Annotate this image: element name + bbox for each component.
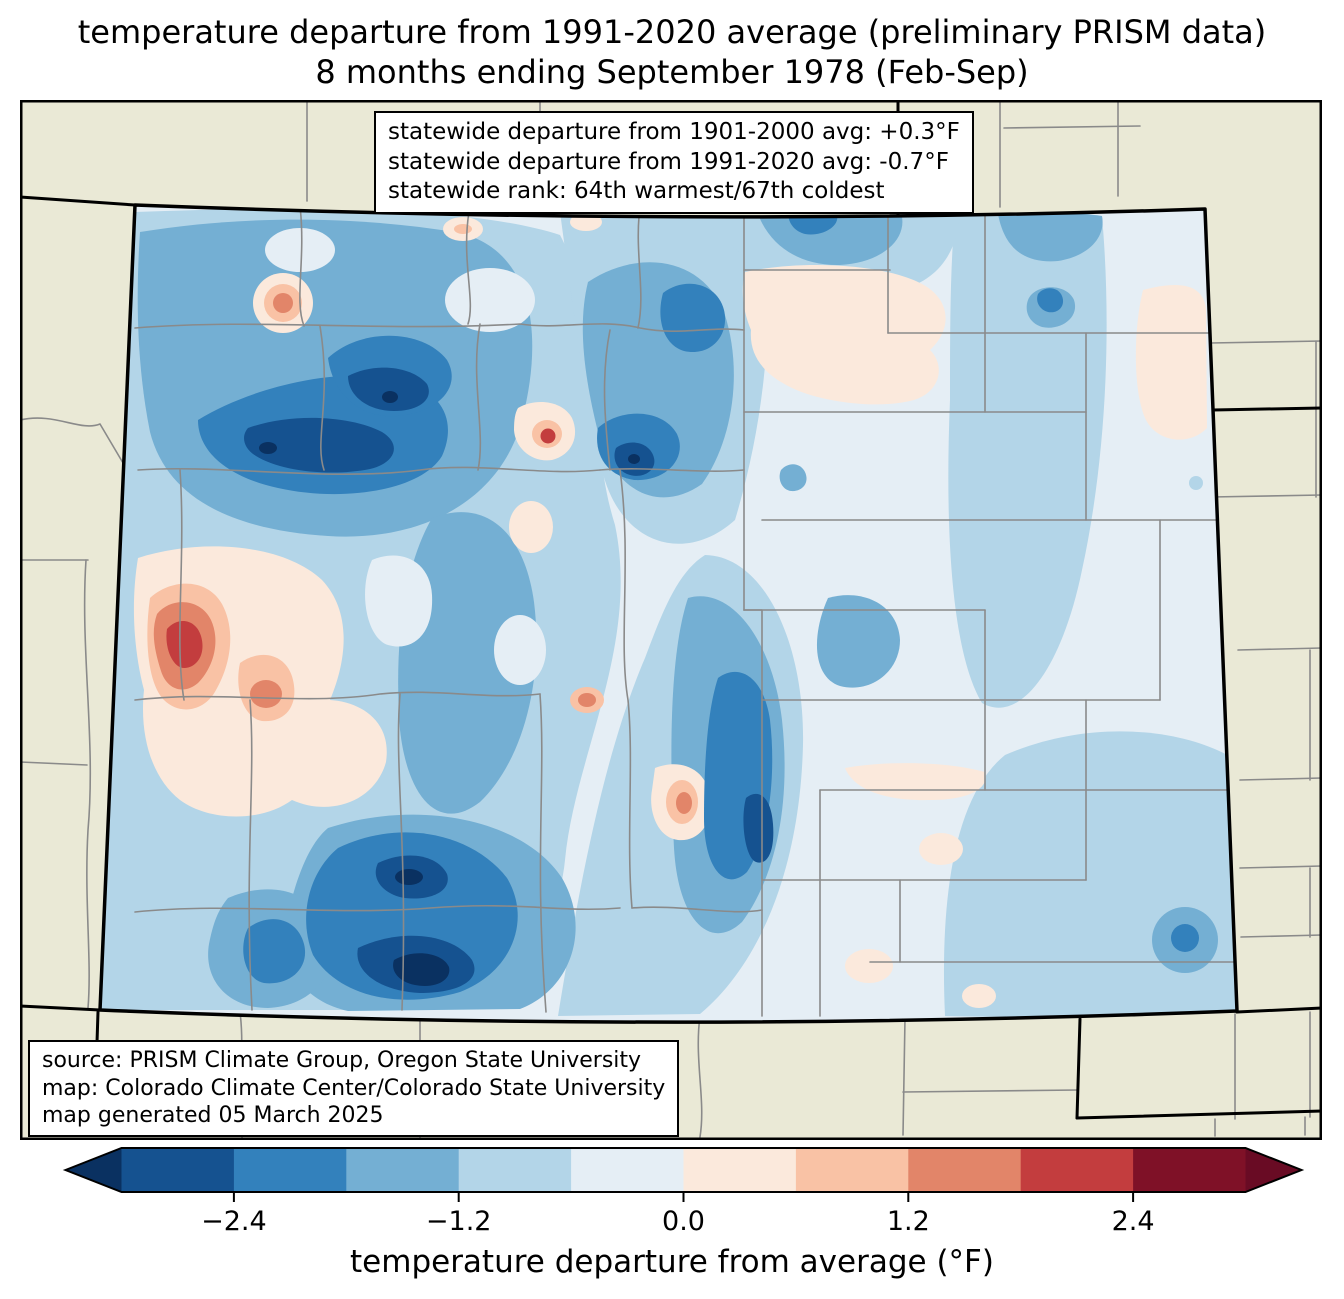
- colorbar-tick-label: 2.4: [1112, 1206, 1155, 1237]
- colorbar-tick-label: 1.2: [887, 1206, 930, 1237]
- colorbar-extend-high-arrow: [1245, 1148, 1302, 1192]
- map-credit-line: map: Colorado Climate Center/Colorado St…: [42, 1075, 666, 1101]
- source-attribution-box: source: PRISM Climate Group, Oregon Stat…: [28, 1040, 680, 1137]
- pink-strip-blue-dot: [1189, 476, 1203, 490]
- colorbar-segment: [571, 1148, 684, 1192]
- plot-frame: [20, 100, 1322, 1140]
- colorbar-tick-label: 0.0: [662, 1206, 705, 1237]
- stat-departure-1901-2000: statewide departure from 1901-2000 avg: …: [388, 119, 960, 145]
- temperature-contours: [100, 205, 1237, 1023]
- colorbar-segment: [346, 1148, 460, 1192]
- title-line-1: temperature departure from 1991-2020 ave…: [77, 13, 1267, 51]
- colorbar-segment: [458, 1148, 572, 1192]
- contours-navy-extreme: [259, 391, 640, 986]
- contours-warm: [133, 213, 1207, 1008]
- map-plot-area: [20, 100, 1322, 1140]
- colorbar-tick-label: −1.2: [426, 1206, 492, 1237]
- title-line-2: 8 months ending September 1978 (Feb-Sep): [315, 53, 1029, 91]
- stat-departure-1991-2020: statewide departure from 1991-2020 avg: …: [388, 148, 949, 175]
- colorado-state-border: [98, 203, 1239, 1024]
- colorbar-segment: [795, 1148, 909, 1192]
- colorbar: −2.4 −1.2 0.0 1.2 2.4: [62, 1147, 1305, 1237]
- colorbar-tick-label: −2.4: [201, 1206, 267, 1237]
- source-line: source: PRISM Climate Group, Oregon Stat…: [42, 1048, 642, 1073]
- contours-strong-blue: [198, 210, 1199, 1000]
- colorbar-segment: [683, 1148, 797, 1192]
- colorbar-segment: [908, 1148, 1022, 1192]
- colorbar-axis-label: temperature departure from average (°F): [350, 1244, 994, 1280]
- figure-title: temperature departure from 1991-2020 ave…: [0, 12, 1344, 92]
- colorbar-segment: [1020, 1148, 1134, 1192]
- colorbar-segment: [121, 1148, 235, 1192]
- colorado-map: [20, 100, 1322, 1140]
- colorbar-segment: [233, 1148, 347, 1192]
- contours-pale-holes: [265, 228, 546, 938]
- colorado-county-lines: [134, 205, 1237, 1017]
- colorbar-segment: [1133, 1148, 1246, 1192]
- statewide-stats-box: statewide departure from 1901-2000 avg: …: [374, 111, 974, 214]
- generated-date-line: map generated 05 March 2025: [42, 1103, 384, 1128]
- colorbar-outline: [62, 1147, 1305, 1193]
- stat-rank: statewide rank: 64th warmest/67th coldes…: [388, 178, 885, 204]
- colorbar-extend-low-arrow: [65, 1148, 122, 1192]
